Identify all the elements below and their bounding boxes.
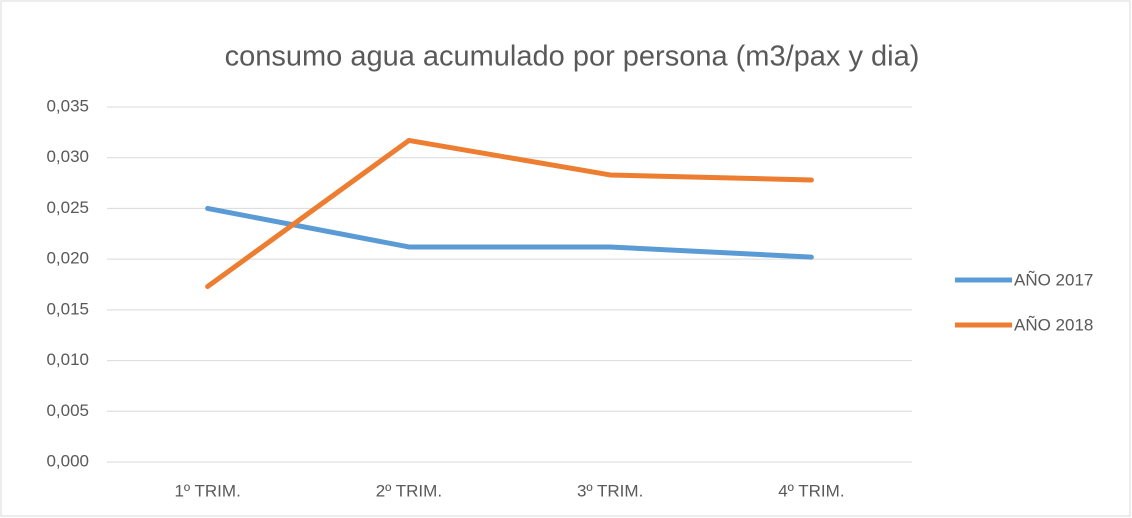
y-tick-label: 0,005 xyxy=(46,401,89,420)
legend-label: AÑO 2017 xyxy=(1014,270,1093,289)
y-tick-label: 0,000 xyxy=(46,451,89,470)
y-tick-label: 0,030 xyxy=(46,147,89,166)
x-tick-label: 3º TRIM. xyxy=(577,481,643,500)
legend-label: AÑO 2018 xyxy=(1014,315,1093,334)
y-tick-label: 0,035 xyxy=(46,96,89,115)
x-tick-label: 2º TRIM. xyxy=(376,481,442,500)
x-tick-label: 1º TRIM. xyxy=(174,481,240,500)
series-line xyxy=(205,137,814,290)
chart-title: consumo agua acumulado por persona (m3/p… xyxy=(225,41,920,73)
series-line xyxy=(205,205,814,260)
x-tick-label: 4º TRIM. xyxy=(778,481,844,500)
y-tick-label: 0,015 xyxy=(46,299,89,318)
y-tick-label: 0,025 xyxy=(46,198,89,217)
y-tick-label: 0,010 xyxy=(46,350,89,369)
y-tick-label: 0,020 xyxy=(46,249,89,268)
